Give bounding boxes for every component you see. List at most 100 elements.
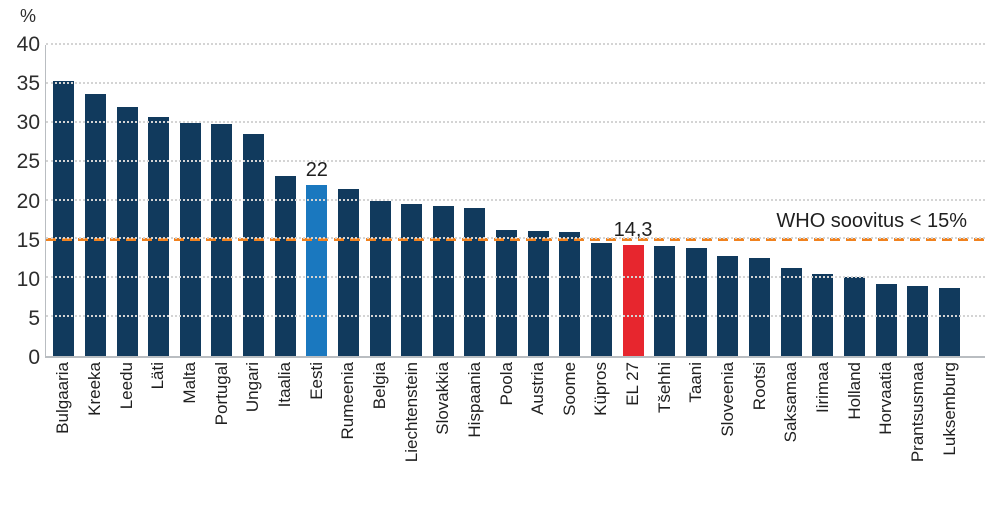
x-label-slot: Tšehhi [648, 362, 680, 505]
y-tick-label-35: 35 [16, 72, 40, 96]
bar-horvaatia [875, 284, 897, 356]
x-label-slot: Austria [522, 362, 554, 505]
x-tick-label-rumeenia: Rumeenia [338, 362, 358, 440]
bar-bulgaaria [53, 80, 75, 356]
x-label-slot: Taani [680, 362, 712, 505]
bar-slot [902, 45, 934, 356]
x-tick-label-austria: Austria [528, 362, 548, 415]
bar-slot [491, 45, 523, 356]
gridline-30 [46, 120, 985, 123]
bar-kreeka [84, 93, 106, 356]
x-label-slot: Soome [554, 362, 586, 505]
bar-rootsi [749, 258, 771, 356]
x-label-slot: Poola [490, 362, 522, 505]
bar-poola [496, 230, 518, 356]
x-label-slot: Malta [174, 362, 206, 505]
y-tick-label-0: 0 [28, 346, 40, 369]
x-tick-label-sloveenia: Sloveenia [718, 362, 738, 437]
y-tick-label-40: 40 [16, 33, 40, 56]
x-tick-label-portugal: Portugal [211, 362, 231, 426]
bar-hispaania [464, 207, 486, 356]
bar-slot [333, 45, 365, 356]
x-tick-label-slovakkia: Slovakkia [433, 362, 453, 435]
bar-el-27 [622, 244, 644, 356]
x-tick-label-itaalia: Itaalia [274, 362, 294, 408]
y-axis: 0 5 10 15 20 25 30 35 40 [0, 34, 40, 368]
bar-slot [175, 45, 207, 356]
bar-leedu [116, 107, 138, 356]
bar-slot: 22 [301, 45, 333, 356]
bar-slot [554, 45, 586, 356]
x-tick-label-poola: Poola [496, 362, 516, 406]
x-label-slot: Küpros [585, 362, 617, 505]
bar-belgia [369, 200, 391, 356]
bar-slot [428, 45, 460, 356]
gridline-35 [46, 81, 985, 84]
bar-slovakkia [432, 205, 454, 356]
y-axis-unit-label: % [20, 6, 37, 26]
x-tick-label-liechtenstein: Liechtenstein [401, 362, 421, 463]
bar-slot [269, 45, 301, 356]
x-tick-label-soome: Soome [559, 362, 579, 416]
bar-slot [459, 45, 491, 356]
y-tick-label-15: 15 [16, 228, 40, 252]
x-tick-label-ungari: Ungari [243, 362, 263, 413]
gridline-5 [46, 315, 985, 318]
x-label-slot: Portugal [205, 362, 237, 505]
x-tick-label-taani: Taani [686, 362, 706, 403]
x-tick-label-k-pros: Küpros [591, 362, 611, 416]
bar-slot [839, 45, 871, 356]
x-label-slot: Itaalia [269, 362, 301, 505]
bar-slot [649, 45, 681, 356]
x-label-slot: Liechtenstein [395, 362, 427, 505]
x-label-slot: Läti [142, 362, 174, 505]
bar-slot [48, 45, 80, 356]
x-tick-label-rootsi: Rootsi [749, 362, 769, 411]
bar-austria [527, 230, 549, 356]
x-label-slot: Bulgaaria [47, 362, 79, 505]
x-label-slot: Luksemburg [933, 362, 965, 505]
who-reference-label: WHO soovitus < 15% [776, 210, 967, 233]
bar-sloveenia [717, 255, 739, 356]
plot-area: 22 14,3 WHO soovitus < 15% [45, 43, 985, 358]
x-label-slot: Prantsusmaa [902, 362, 934, 505]
x-label-slot: Eesti [300, 362, 332, 505]
x-tick-label-t-ehhi: Tšehhi [654, 362, 674, 414]
x-tick-label-malta: Malta [179, 362, 199, 404]
bar-ungari [243, 134, 265, 356]
value-label-el-27: 14,3 [613, 218, 653, 241]
x-label-slot: Hispaania [459, 362, 491, 505]
bars-container: 22 14,3 [48, 45, 965, 356]
bar-slot [206, 45, 238, 356]
bar-liechtenstein [401, 203, 423, 356]
value-label-eesti: 22 [305, 158, 328, 181]
bar-slot [238, 45, 270, 356]
x-tick-label-prantsusmaa: Prantsusmaa [908, 362, 928, 463]
x-label-slot: Belgia [364, 362, 396, 505]
bar-slot [586, 45, 618, 356]
bar-saksamaa [780, 268, 802, 356]
x-tick-label-eesti: Eesti [306, 362, 326, 400]
x-tick-label-l-ti: Läti [148, 362, 168, 390]
x-tick-label-hispaania: Hispaania [464, 362, 484, 438]
bar-slot [744, 45, 776, 356]
x-label-slot: Horvaatia [870, 362, 902, 505]
bar-slot [775, 45, 807, 356]
x-label-slot: EL 27 [617, 362, 649, 505]
x-tick-label-horvaatia: Horvaatia [876, 362, 896, 435]
x-tick-label-holland: Holland [844, 362, 864, 420]
bar-l-ti [148, 116, 170, 356]
bar-taani [685, 247, 707, 356]
bar-slot [807, 45, 839, 356]
x-label-slot: Rootsi [743, 362, 775, 505]
bar-slot [870, 45, 902, 356]
x-label-slot: Saksamaa [775, 362, 807, 505]
y-tick-label-5: 5 [28, 306, 40, 330]
bar-slot [522, 45, 554, 356]
x-label-slot: Ungari [237, 362, 269, 505]
x-tick-label-el-27: EL 27 [623, 362, 643, 406]
gridline-25 [46, 159, 985, 162]
gridline-20 [46, 198, 985, 201]
bar-rumeenia [337, 188, 359, 356]
